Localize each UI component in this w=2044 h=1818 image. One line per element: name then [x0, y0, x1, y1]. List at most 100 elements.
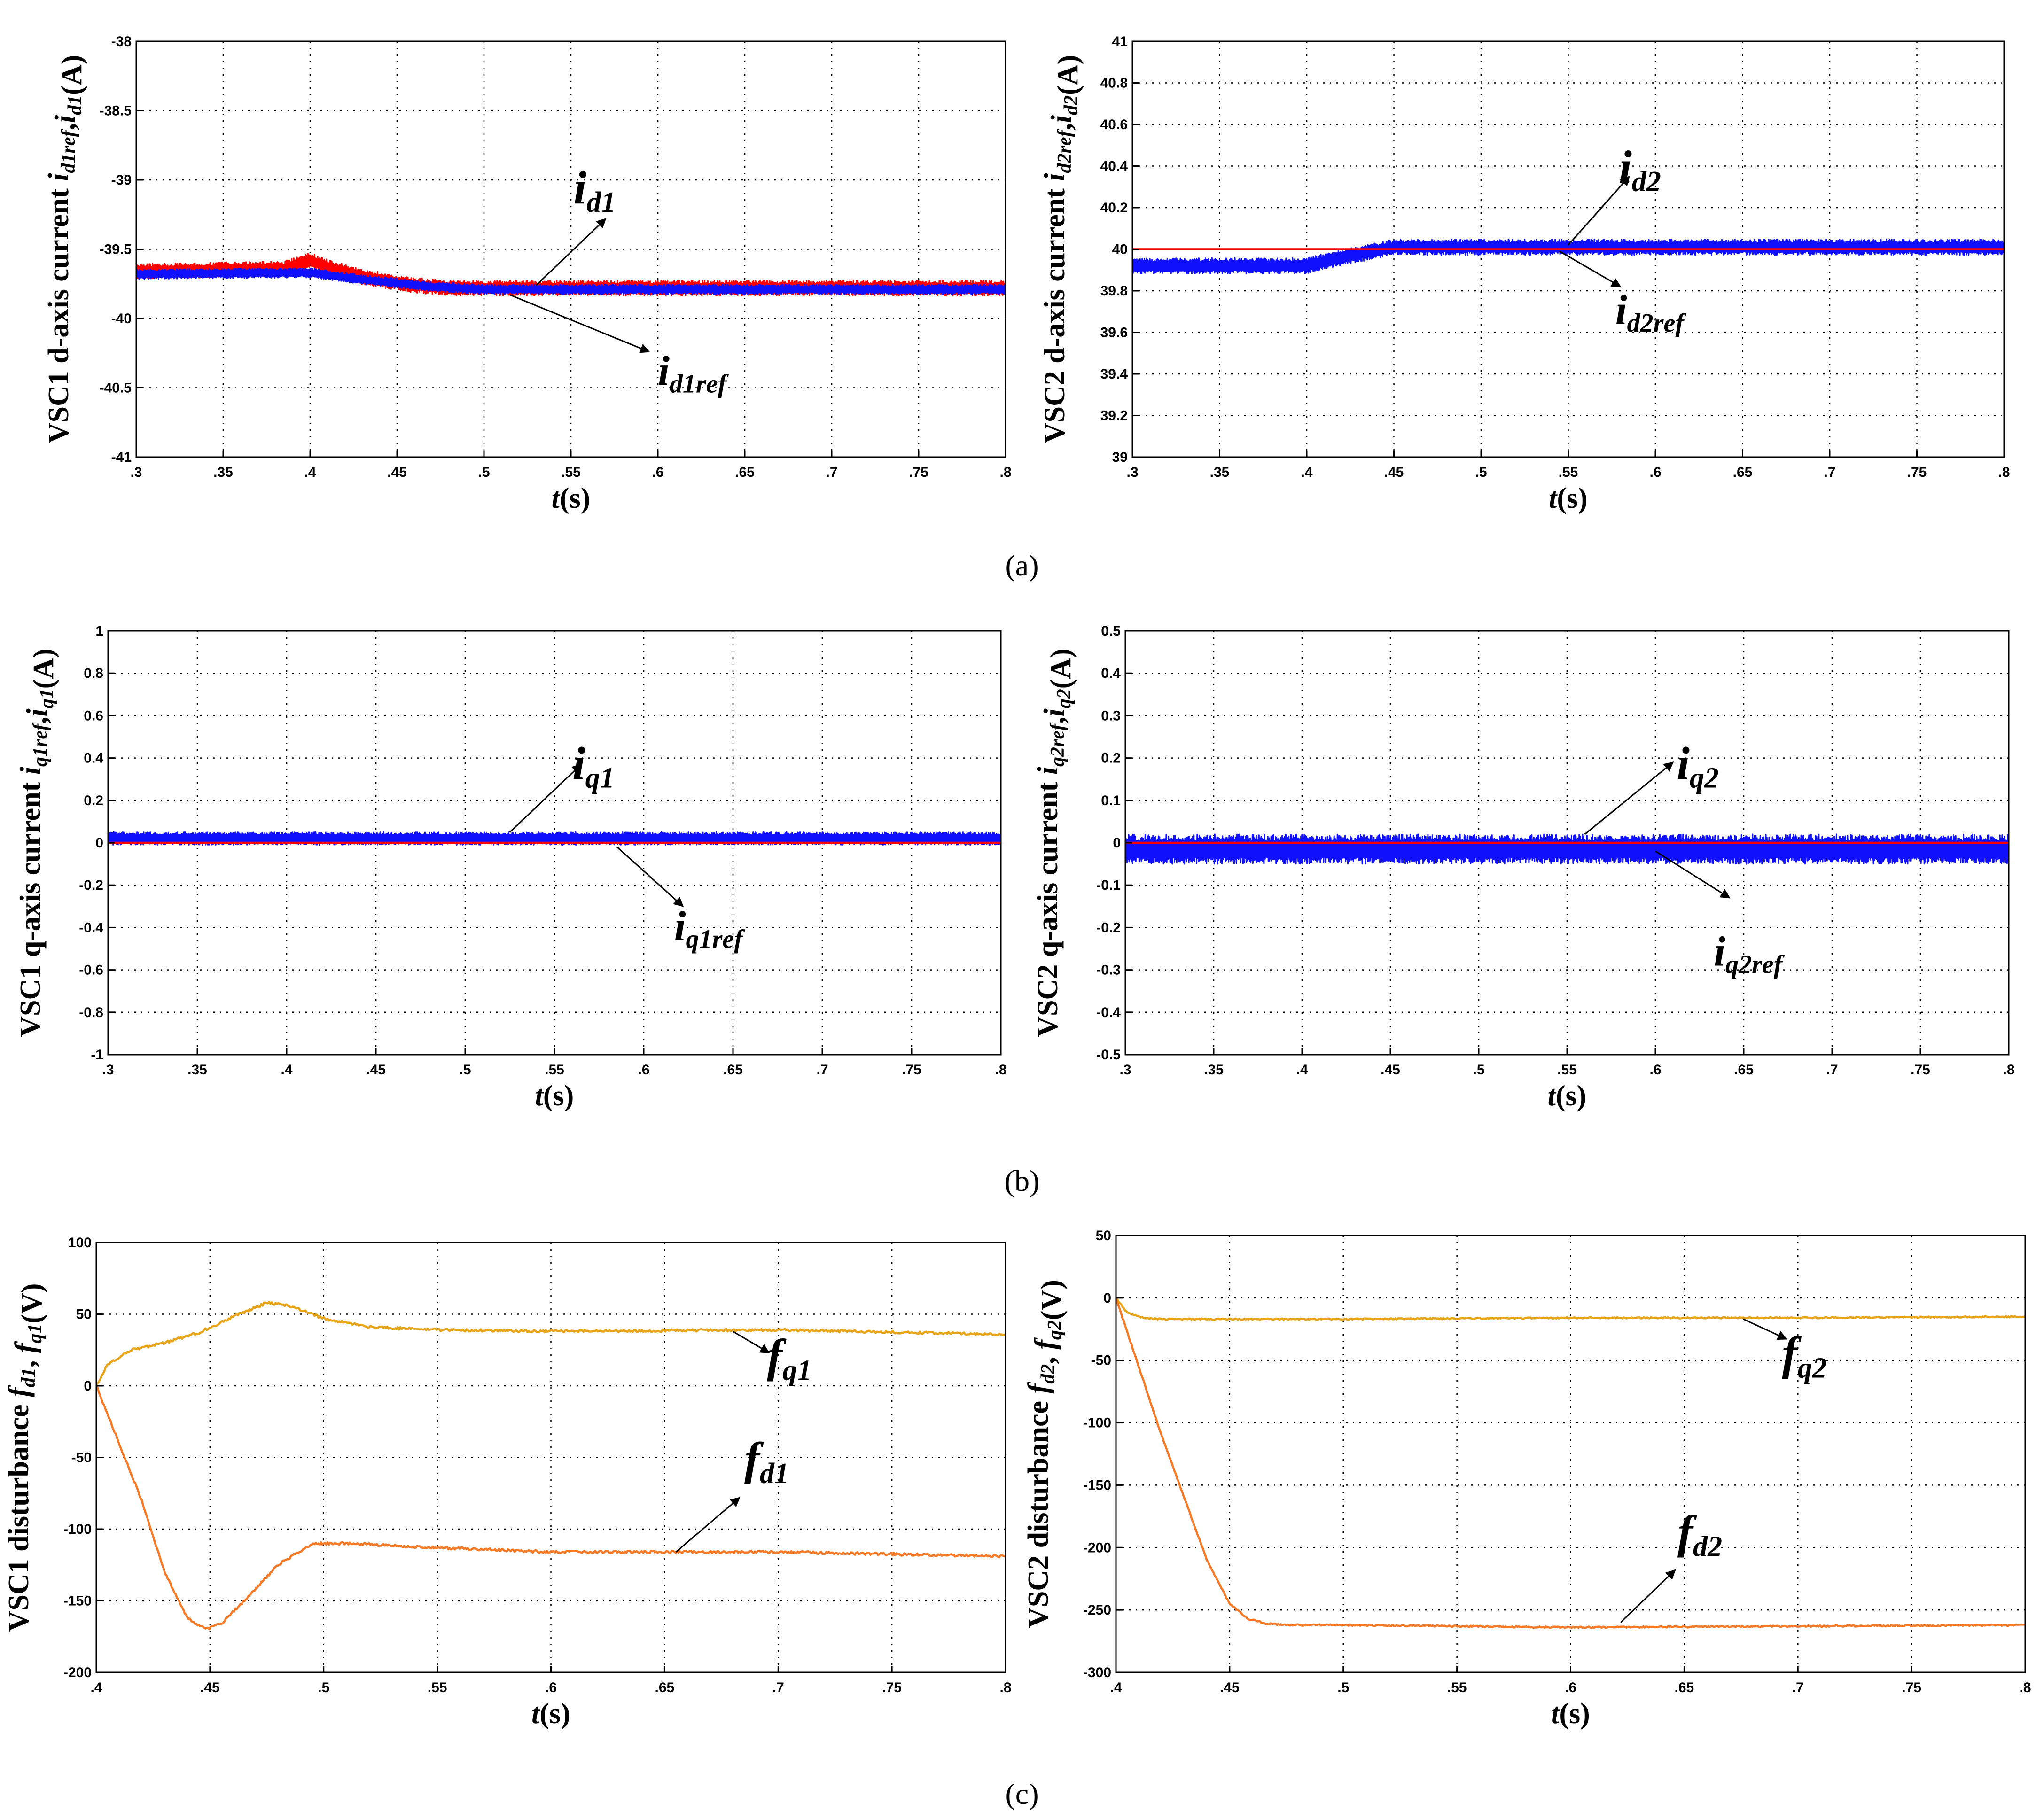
series-f-d2 — [1115, 1298, 2026, 1629]
series-i-q2 — [1124, 833, 2010, 865]
x-tick-label: .6 — [1565, 1680, 1576, 1695]
y-axis-label: VSC2 disturbance fd2, fq2(V) — [1022, 1280, 1068, 1628]
y-tick-label: -0.4 — [1096, 1005, 1121, 1020]
y-tick-label: 0.4 — [84, 751, 103, 766]
y-tick-label: 0.1 — [1101, 793, 1121, 808]
x-tick-label: .3 — [1119, 1062, 1131, 1078]
y-tick-label: 0 — [95, 835, 103, 851]
y-tick-label: -0.2 — [1096, 920, 1121, 935]
x-tick-label: .5 — [459, 1062, 471, 1078]
y-tick-label: 0.2 — [1101, 751, 1121, 766]
x-tick-label: .55 — [428, 1680, 447, 1695]
x-tick-label: .4 — [1110, 1680, 1122, 1695]
x-tick-label: .7 — [1792, 1680, 1804, 1695]
y-tick-label: -0.6 — [79, 963, 103, 978]
x-tick-label: .5 — [318, 1680, 329, 1695]
y-tick-label: 0 — [84, 1378, 92, 1394]
x-axis-label: t(s) — [531, 1698, 570, 1730]
annotation-arrow — [1620, 1569, 1676, 1623]
y-tick-label: 40.4 — [1100, 159, 1128, 174]
annotation-arrow — [732, 1330, 770, 1354]
y-tick-label: -0.8 — [79, 1005, 103, 1020]
annotation-label-fq2: fq2 — [1782, 1327, 1826, 1384]
annotation-arrow — [1568, 176, 1630, 246]
x-tick-label: .3 — [102, 1062, 114, 1078]
x-tick-label: .65 — [1733, 465, 1753, 480]
series-i-d1 — [135, 267, 1006, 295]
y-tick-label: -38.5 — [100, 103, 132, 119]
y-tick-label: -40 — [111, 311, 132, 326]
x-axis-label: t(s) — [1551, 1698, 1590, 1730]
y-tick-label: -39 — [111, 172, 132, 188]
y-tick-label: 40 — [1112, 242, 1128, 257]
x-tick-label: .55 — [1447, 1680, 1467, 1695]
x-tick-label: .3 — [130, 465, 142, 480]
y-tick-label: -0.2 — [79, 878, 103, 893]
annotation-label-iq1: iq1 — [572, 738, 615, 794]
x-tick-label: .7 — [816, 1062, 828, 1078]
chart-c-left: .4 .45 .5 .55 .6 .65 .7 .75 .8 -200 -150 -100 -50 0 50… — [3, 1235, 1012, 1730]
annotation-label-id2ref: id2ref — [1615, 287, 1687, 338]
x-tick-label: .45 — [1220, 1680, 1240, 1695]
x-tick-label: .7 — [772, 1680, 784, 1695]
y-tick-label: -50 — [1091, 1353, 1111, 1368]
chart-a-left: .3 .35 .4 .45 .5 .55 .6 .65 .7 .75 .8 -41 -40.5 -40 -3… — [43, 34, 1012, 514]
x-tick-label: .6 — [652, 465, 663, 480]
annotation-label-id2: id2 — [1619, 141, 1661, 198]
annotation-label-fd1: fd1 — [744, 1433, 789, 1490]
y-tick-label: 39.6 — [1100, 325, 1128, 341]
y-tick-label: 50 — [76, 1307, 92, 1322]
y-axis-label: VSC1 q-axis current iq1ref,iq1(A) — [15, 648, 60, 1037]
y-tick-label: 40.2 — [1100, 200, 1128, 216]
x-axis-label: t(s) — [535, 1080, 574, 1112]
x-tick-label: .6 — [1649, 465, 1661, 480]
y-tick-label: -100 — [1083, 1415, 1111, 1431]
y-tick-label: 39.2 — [1100, 408, 1128, 424]
chart-a-right: .3 .35 .4 .45 .5 .55 .6 .65 .7 .75 .8 39 39.2 39.4 39.… — [1039, 34, 2010, 514]
x-tick-label: .8 — [2003, 1062, 2014, 1078]
y-axis-label: VSC2 d-axis current id2ref,id2(A) — [1039, 55, 1084, 444]
x-axis-label: t(s) — [1549, 482, 1588, 514]
x-tick-label: .5 — [478, 465, 490, 480]
x-tick-label: .4 — [90, 1680, 102, 1695]
x-tick-label: .8 — [2019, 1680, 2031, 1695]
x-tick-label: .45 — [1381, 1062, 1400, 1078]
x-tick-label: .8 — [1998, 465, 2010, 480]
y-tick-label: -0.3 — [1096, 963, 1121, 978]
x-tick-label: .35 — [213, 465, 233, 480]
x-tick-label: .45 — [366, 1062, 386, 1078]
x-tick-label: .65 — [723, 1062, 743, 1078]
x-tick-label: .8 — [999, 1680, 1011, 1695]
y-tick-label: 39.8 — [1100, 283, 1128, 299]
annotation-arrow — [509, 763, 582, 833]
x-axis-label: t(s) — [1548, 1080, 1587, 1112]
x-tick-label: .3 — [1126, 465, 1138, 480]
y-tick-label: -39.5 — [100, 242, 132, 257]
x-tick-label: .65 — [655, 1680, 675, 1695]
chart-c-right: .4 .45 .5 .55 .6 .65 .7 .75 .8 -300 -250 -200 -150 -1… — [1022, 1228, 2031, 1730]
x-tick-label: .5 — [1475, 465, 1487, 480]
y-tick-label: 0.5 — [1101, 623, 1121, 639]
x-tick-label: .65 — [1675, 1680, 1694, 1695]
y-axis-label: VSC1 d-axis current id1ref,id1(A) — [43, 55, 88, 444]
chart-b-left: .3 .35 .4 .45 .5 .55 .6 .65 .7 .75 .8 -1 -0.8 -0.6 -0.… — [15, 623, 1007, 1112]
y-tick-label: 0.2 — [84, 793, 103, 808]
x-tick-label: .5 — [1473, 1062, 1484, 1078]
annotation-label-iq1ref: iq1ref — [674, 903, 746, 954]
x-tick-label: .8 — [999, 465, 1011, 480]
annotation-arrow — [1743, 1318, 1787, 1340]
caption-b: (b) — [1005, 1164, 1040, 1197]
y-tick-label: -100 — [63, 1522, 92, 1537]
y-tick-label: -0.4 — [79, 920, 103, 935]
annotation-label-id1: id1 — [574, 162, 616, 218]
chart-b-right: .3 .35 .4 .45 .5 .55 .6 .65 .7 .75 .8 -0.5 -0.4 -0.3 -… — [1032, 623, 2015, 1112]
x-tick-label: .75 — [1902, 1680, 1921, 1695]
y-tick-label: -250 — [1083, 1602, 1111, 1618]
y-tick-label: -41 — [111, 450, 132, 465]
x-tick-label: .55 — [545, 1062, 564, 1078]
x-tick-label: .35 — [1204, 1062, 1224, 1078]
x-tick-label: .8 — [995, 1062, 1006, 1078]
y-tick-label: 40.6 — [1100, 117, 1128, 132]
x-tick-label: .7 — [826, 465, 837, 480]
